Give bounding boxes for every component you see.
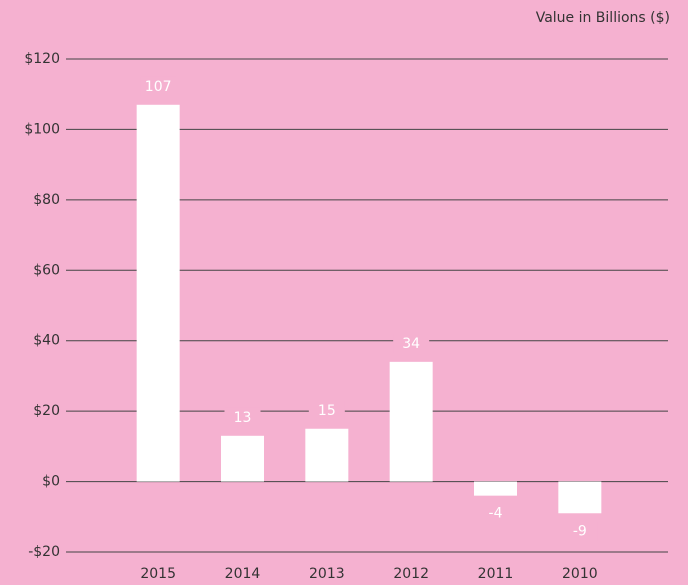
y-tick-label: -$20	[28, 544, 60, 560]
label-backdrop	[477, 503, 514, 524]
x-tick-label: 2015	[140, 566, 176, 582]
bar	[474, 481, 517, 496]
bar	[221, 435, 264, 482]
y-tick-label: $0	[42, 474, 60, 490]
y-tick-label: $40	[33, 333, 60, 349]
label-backdrop	[308, 400, 345, 421]
bar	[305, 428, 349, 482]
axis-label: Value in Billions ($)	[536, 10, 670, 26]
y-tick-label: $20	[33, 403, 60, 419]
x-tick-label: 2012	[393, 566, 429, 582]
bar	[136, 104, 180, 482]
x-tick-label: 2010	[562, 566, 598, 582]
data-label: -4	[489, 506, 503, 522]
data-label: 13	[234, 410, 252, 426]
x-tick-label: 2013	[309, 566, 345, 582]
label-backdrop	[393, 333, 430, 354]
y-tick-label: $120	[24, 51, 60, 67]
y-tick-label: $100	[24, 121, 60, 137]
y-tick-label: $80	[33, 192, 60, 208]
x-tick-label: 2014	[225, 566, 261, 582]
label-backdrop	[224, 407, 261, 428]
y-tick-label: $60	[33, 262, 60, 278]
x-tick-label: 2011	[478, 566, 514, 582]
data-label: 34	[402, 336, 420, 352]
bar	[389, 361, 433, 482]
label-backdrop	[140, 76, 177, 97]
bar	[558, 481, 602, 514]
data-label: -9	[573, 523, 587, 539]
label-backdrop	[561, 521, 598, 542]
data-label: 107	[145, 79, 172, 95]
data-label: 15	[318, 403, 336, 419]
